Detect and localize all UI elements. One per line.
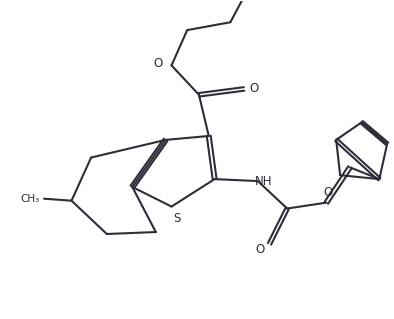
- Text: O: O: [249, 82, 258, 95]
- Text: O: O: [255, 243, 264, 256]
- Text: S: S: [174, 212, 181, 225]
- Text: O: O: [324, 186, 333, 199]
- Text: O: O: [153, 57, 162, 70]
- Text: NH: NH: [255, 174, 272, 188]
- Text: CH₃: CH₃: [21, 194, 40, 204]
